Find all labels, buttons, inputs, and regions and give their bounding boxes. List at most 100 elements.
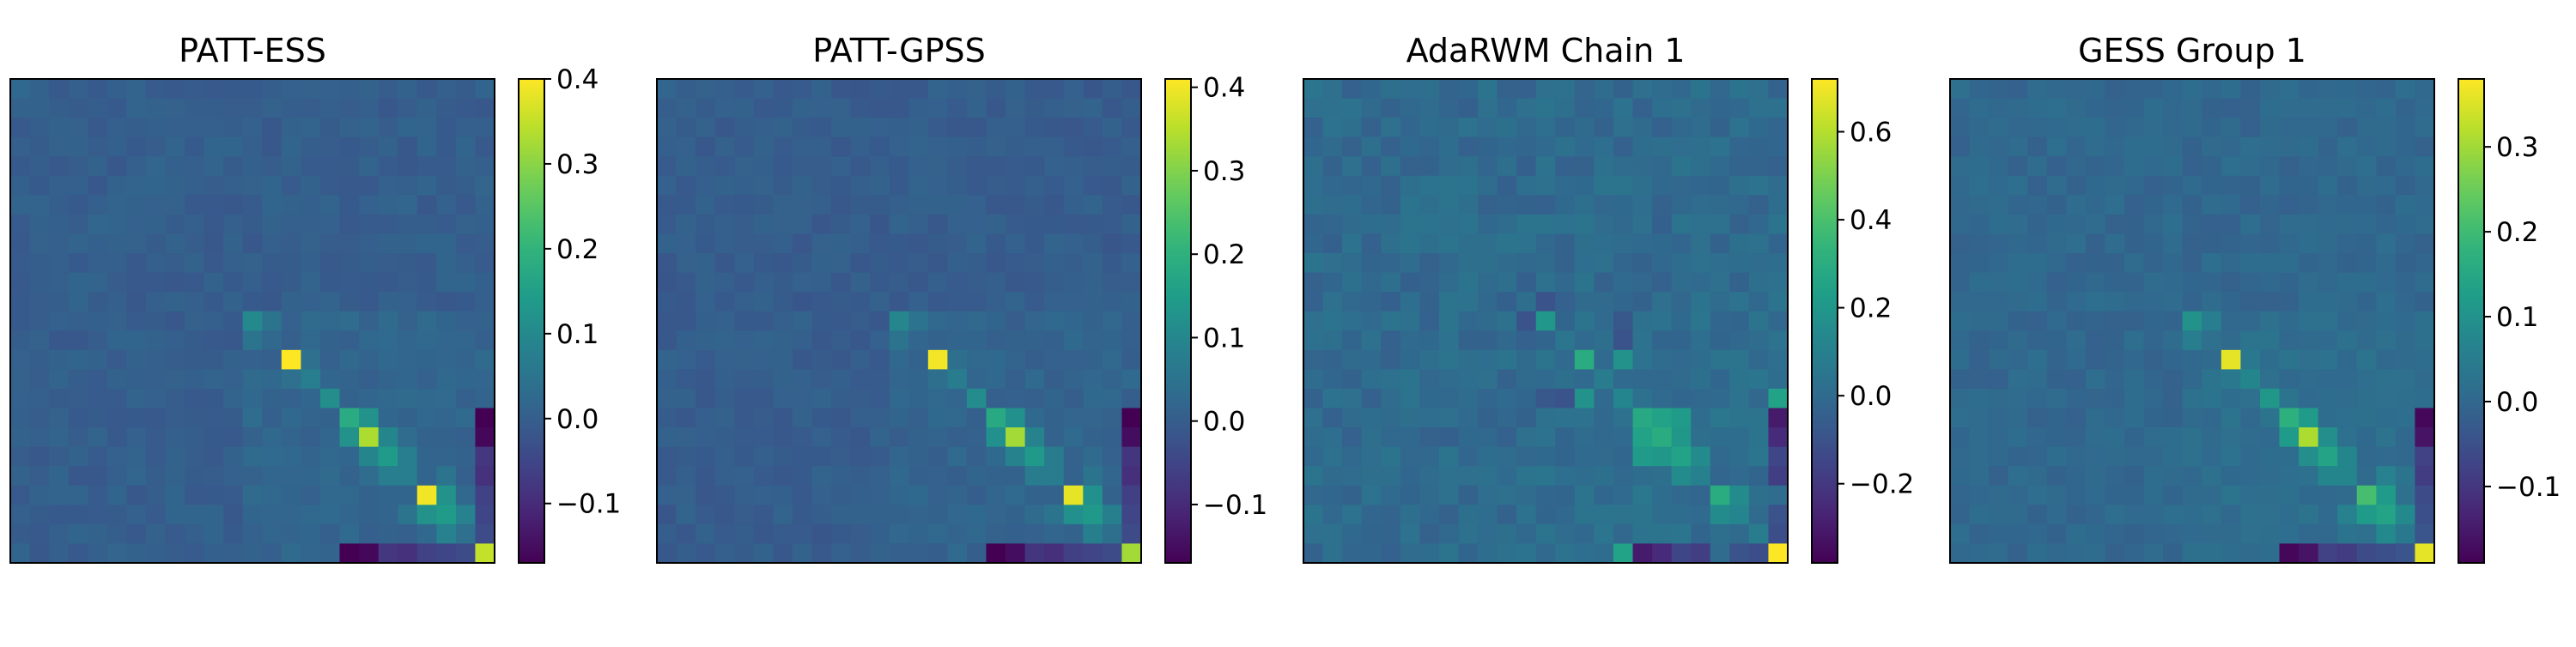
heatmap-cell (398, 523, 418, 545)
heatmap-cell (850, 311, 871, 331)
heatmap-cell (126, 505, 147, 525)
heatmap-cell (88, 330, 108, 351)
heatmap-cell (1083, 485, 1103, 505)
heatmap-cell (1322, 523, 1343, 545)
heatmap-cell (2415, 253, 2435, 274)
heatmap-cell (2318, 505, 2338, 525)
heatmap-cell (1361, 253, 1382, 274)
heatmap-cell (1594, 408, 1614, 428)
heatmap-cell (2395, 79, 2416, 100)
heatmap-cell (2202, 523, 2222, 545)
heatmap-cell (1438, 156, 1460, 177)
heatmap-cell (1458, 330, 1479, 351)
heatmap-cell (947, 369, 968, 390)
colorbar-tick-label: 0.2 (556, 234, 598, 265)
heatmap-cell (1024, 505, 1045, 525)
heatmap-cell (753, 98, 774, 118)
heatmap-cell (319, 523, 341, 545)
heatmap-cell (1102, 253, 1123, 274)
heatmap-cell (1083, 466, 1103, 487)
heatmap-cell (1102, 214, 1123, 235)
heatmap-cell (339, 98, 360, 118)
heatmap-cell (792, 214, 813, 235)
heatmap-cell (1024, 466, 1045, 487)
heatmap-cell (29, 330, 50, 351)
heatmap-cell (10, 292, 31, 312)
heatmap-cell (1044, 195, 1065, 215)
heatmap-cell (734, 485, 755, 505)
heatmap-cell (1989, 543, 2009, 564)
heatmap-cell (696, 98, 716, 118)
heatmap-cell (2376, 330, 2397, 351)
heatmap-cell (339, 79, 360, 100)
heatmap-cell (2105, 408, 2125, 428)
heatmap-cell (2240, 369, 2261, 390)
heatmap-cell (1438, 408, 1460, 428)
heatmap-cell (773, 427, 793, 448)
heatmap-cell (49, 311, 70, 331)
heatmap-cell (2221, 175, 2241, 196)
heatmap-cell (301, 369, 321, 390)
heatmap-cell (1516, 214, 1537, 235)
heatmap-cell (2046, 118, 2067, 138)
heatmap-cell (68, 369, 88, 390)
heatmap-cell (126, 427, 147, 448)
heatmap-cell (753, 349, 774, 370)
heatmap-cell (145, 214, 167, 235)
heatmap-cell (2027, 446, 2048, 467)
heatmap-cell (204, 311, 224, 331)
heatmap-cell (1121, 349, 1142, 370)
heatmap-cell (68, 195, 88, 215)
heatmap-cell (1535, 543, 1556, 564)
heatmap-cell (676, 272, 696, 293)
heatmap-cell (29, 98, 50, 118)
heatmap-cell (2376, 311, 2397, 331)
heatmap-cell (850, 136, 871, 157)
heatmap-cell (88, 292, 108, 312)
heatmap-cell (1613, 136, 1634, 157)
heatmap-cell (319, 330, 341, 351)
heatmap-cell (2415, 369, 2435, 390)
heatmap-cell (676, 523, 696, 545)
heatmap-cell (1342, 292, 1363, 312)
heatmap-cell (1361, 118, 1382, 138)
heatmap-cell (676, 98, 696, 118)
heatmap-cell (1121, 233, 1142, 254)
heatmap-cell (1400, 272, 1420, 293)
heatmap-cell (1516, 543, 1537, 564)
heatmap-cell (2299, 446, 2319, 467)
heatmap-cell (1478, 136, 1498, 157)
heatmap-cell (1710, 156, 1730, 177)
heatmap-cell (2240, 136, 2261, 157)
heatmap-cell (714, 79, 735, 100)
heatmap-cell (1005, 505, 1026, 525)
heatmap-cell (398, 136, 418, 157)
heatmap-cell (1381, 136, 1401, 157)
heatmap-cell (927, 253, 948, 274)
heatmap-cell (1458, 214, 1479, 235)
heatmap-cell (2279, 233, 2300, 254)
heatmap-cell (773, 195, 793, 215)
heatmap-cell (1710, 446, 1730, 467)
heatmap-cell (1381, 253, 1401, 274)
heatmap-cell (889, 195, 909, 215)
heatmap-cell (1438, 79, 1460, 100)
heatmap-cell (773, 466, 793, 487)
heatmap-cell (811, 349, 832, 370)
heatmap-cell (811, 446, 832, 467)
heatmap-cell (753, 156, 774, 177)
heatmap-cell (734, 233, 755, 254)
heatmap-cell (1458, 408, 1479, 428)
heatmap-cell (2318, 369, 2338, 390)
heatmap-cell (2259, 446, 2281, 467)
heatmap-cell (2221, 466, 2241, 487)
heatmap-cell (2337, 466, 2358, 487)
heatmap-cell (1729, 349, 1750, 370)
heatmap-cell (811, 388, 832, 409)
heatmap-cell (2046, 214, 2067, 235)
heatmap-cell (811, 485, 832, 505)
heatmap-cell (185, 446, 205, 467)
heatmap-cell (68, 505, 88, 525)
heatmap-cell (2395, 408, 2416, 428)
heatmap-cell (339, 214, 360, 235)
